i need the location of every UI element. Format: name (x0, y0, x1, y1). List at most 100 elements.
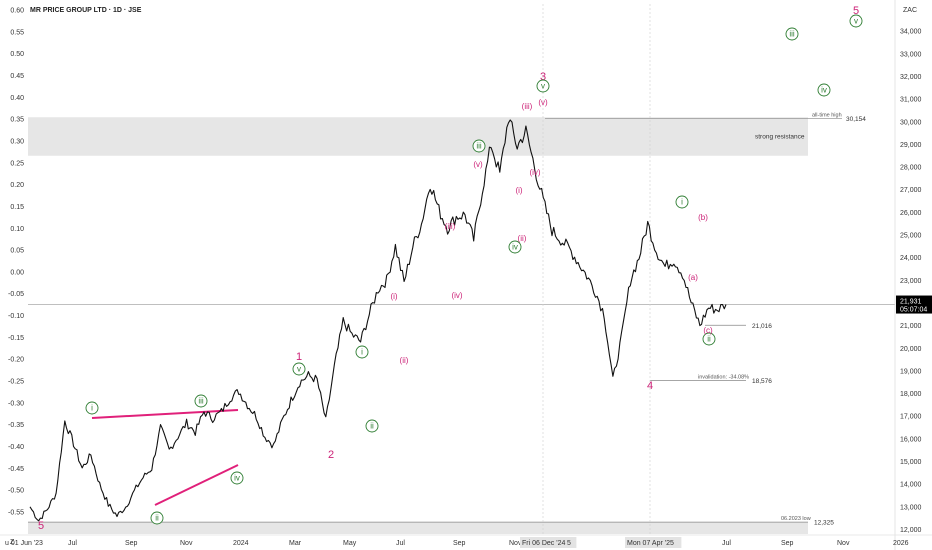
left-axis-tick: 0.40 (10, 95, 24, 102)
right-axis-tick: 29,000 (900, 142, 922, 149)
left-axis-tick: -0.15 (8, 335, 24, 342)
wave-label-minor: i (91, 404, 93, 413)
right-axis-tick: 32,000 (900, 74, 922, 81)
right-axis-tick: 23,000 (900, 278, 922, 285)
left-axis-tick: 0.35 (10, 117, 24, 124)
left-axis-tick: -0.30 (8, 400, 24, 407)
wedge-lower-trendline (154, 464, 239, 506)
right-axis-tick: 26,000 (900, 210, 922, 217)
wave-circle-marker (817, 83, 831, 97)
right-axis-tick: 16,000 (900, 436, 922, 443)
wave-label-minute: (v) (473, 160, 483, 169)
wave-label-minor: v (297, 365, 301, 374)
left-axis-tick: 0.25 (10, 160, 24, 167)
level-label: 21,016 (752, 323, 772, 330)
x-axis-highlight (625, 537, 682, 548)
wave-label-minute: (i) (390, 292, 397, 301)
x-axis-tick: 5 (567, 540, 571, 547)
wave-circle-marker (472, 139, 486, 153)
wave-label-minor: v (541, 82, 545, 91)
left-axis-tick: 0.20 (10, 182, 24, 189)
right-axis-tick: 34,000 (900, 29, 922, 36)
wave-label-minor: iv (234, 474, 240, 483)
right-axis-tick: 13,000 (900, 504, 922, 511)
wave-label-minute: (ii) (518, 234, 527, 243)
x-axis-z-marker: Z (10, 539, 15, 546)
level-note: all-time high (812, 112, 842, 118)
wave-circle-marker (85, 401, 99, 415)
wave-circle-marker (230, 471, 244, 485)
left-axis-tick: -0.10 (8, 313, 24, 320)
wave-circle-marker (785, 27, 799, 41)
left-axis-tick: 0.00 (10, 269, 24, 276)
wave-circle-marker (675, 195, 689, 209)
wave-label-minor: v (854, 17, 858, 26)
x-axis-tick: Sep (453, 540, 466, 547)
x-axis-tick: Jul (68, 540, 77, 547)
currency-label: ZAC (903, 7, 917, 14)
x-axis-tick: 2024 (233, 540, 249, 547)
wave-label-minor: iv (512, 243, 518, 252)
left-axis-tick: -0.35 (8, 422, 24, 429)
wave-label-minor: iii (789, 30, 795, 39)
zone-label: strong resistance (755, 134, 805, 141)
right-axis-tick: 31,000 (900, 97, 922, 104)
x-axis-tick: Nov (180, 540, 193, 547)
x-axis-tick: Sep (781, 540, 794, 547)
wave-label-minute: (a) (688, 273, 698, 282)
level-label: 30,154 (846, 116, 866, 123)
wedge-upper-trendline (91, 409, 239, 419)
wave-label-minute: (v) (538, 98, 548, 107)
x-axis-tick: u 01 Jun '23 (5, 540, 43, 547)
wave-circle-marker (292, 362, 306, 376)
wave-circle-marker (536, 79, 550, 93)
x-axis-tick: Mon 07 Apr '25 (627, 540, 674, 547)
wave-circle-marker (508, 240, 522, 254)
wave-label-minute: (iv) (451, 291, 462, 300)
wave-circle-marker (849, 14, 863, 28)
wave-label-minor: iv (821, 86, 827, 95)
wave-label-primary: 1 (296, 351, 302, 363)
wave-circle-marker (365, 419, 379, 433)
right-axis-tick: 14,000 (900, 482, 922, 489)
left-axis-tick: -0.45 (8, 466, 24, 473)
wave-label-minor: ii (707, 335, 711, 344)
right-axis-tick: 19,000 (900, 368, 922, 375)
wave-circle-marker (355, 345, 369, 359)
wave-label-minor: i (361, 348, 363, 357)
price-series-line (29, 119, 727, 522)
right-axis-tick: 24,000 (900, 255, 922, 262)
left-axis-tick: -0.25 (8, 379, 24, 386)
x-axis-tick: Sep (125, 540, 138, 547)
wave-label-minute: (b) (698, 213, 708, 222)
current-price-tag (896, 295, 932, 314)
zone-band (28, 522, 808, 534)
right-axis-tick: 17,000 (900, 414, 922, 421)
wave-label-minor: i (681, 198, 683, 207)
right-axis-tick: 25,000 (900, 233, 922, 240)
left-axis-tick: 0.05 (10, 248, 24, 255)
x-axis-tick: Fri 06 Dec '24 (522, 540, 565, 547)
zone-band (28, 117, 808, 156)
right-axis-tick: 18,000 (900, 391, 922, 398)
wave-label-primary: 5 (853, 5, 859, 17)
right-axis-tick: 33,000 (900, 51, 922, 58)
left-axis-tick: -0.55 (8, 510, 24, 517)
level-note: 06.2023 low (781, 516, 811, 522)
wave-label-minute: (ii) (400, 356, 409, 365)
chart-title: MR PRICE GROUP LTD · 1D · JSE (30, 7, 142, 14)
left-axis-tick: 0.60 (10, 8, 24, 15)
wave-label-minute: (iii) (522, 102, 533, 111)
wave-label-minor: ii (370, 422, 374, 431)
level-label: 12,325 (814, 520, 834, 527)
left-axis-tick: 0.10 (10, 226, 24, 233)
wave-circle-marker (194, 394, 208, 408)
left-axis-tick: 0.45 (10, 73, 24, 80)
wave-label-minor: iii (198, 397, 204, 406)
wave-label-minute: (iii) (445, 222, 456, 231)
x-axis-tick: Mar (289, 540, 302, 547)
right-axis-tick: 27,000 (900, 187, 922, 194)
wave-label-primary: 2 (328, 449, 334, 461)
wave-circle-marker (702, 332, 716, 346)
